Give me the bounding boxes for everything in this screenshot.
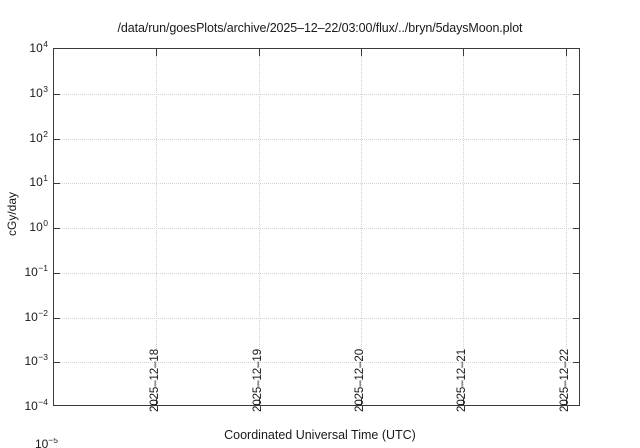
horizontal-gridline [54,317,579,319]
y-axis-tick-label: 10−2 [24,307,48,324]
y-axis-tick-mark [54,317,60,319]
horizontal-gridline [54,272,579,274]
y-axis-tick-label: 102 [29,128,48,145]
x-axis-tick-labels: 2025–12–18 2025–12–19 2025–12–20 2025–12–21… [53,48,580,412]
y-axis-tick-mark [573,362,579,364]
horizontal-gridline [54,362,579,364]
x-axis-tick-mark [463,49,464,56]
vertical-gridline [566,49,567,405]
y-axis-tick-mark [573,228,579,229]
y-axis-tick-mark [573,138,579,140]
y-axis-tick-mark [54,362,60,364]
x-axis-tick-mark [463,398,464,405]
x-axis-tick-mark [361,398,362,405]
y-axis-tick-label: 100 [29,218,48,234]
x-axis-title: Coordinated Universal Time (UTC) [224,428,416,442]
x-axis-tick-mark [566,49,567,56]
y-axis-tick-mark [573,183,579,185]
y-axis-tick-label: 103 [29,83,48,100]
grid-layer [54,49,579,405]
x-axis-tick-mark [361,49,362,56]
vertical-gridline [463,49,464,405]
y-axis-tick-labels: 104 103 102 101 100 10−1 10−2 10−3 10−4 [0,40,48,412]
x-axis-tick-label: 2025–12–18 [149,349,161,412]
y-axis-tick-mark [573,272,579,274]
x-axis-tick-mark [259,398,260,405]
x-axis-tick-label: 2025–12–19 [252,349,264,412]
y-axis-tick-label-clipped: 10−5 [34,438,58,448]
y-axis-tick-label: 10−1 [24,262,48,279]
y-axis-tick-mark [54,93,60,95]
x-axis-tick-label: 2025–12–22 [559,349,571,412]
y-axis-tick-label: 10−3 [24,352,48,369]
y-axis-tick-label: 10−4 [24,397,48,413]
y-axis-tick-mark [54,272,60,274]
vertical-gridline [361,49,362,405]
y-axis-tick-mark [573,93,579,95]
y-axis-title: cGy/day [5,192,19,237]
x-axis-tick-mark [259,49,260,56]
x-axis-tick-label: 2025–12–20 [354,349,366,412]
x-axis-tick-mark [566,398,567,405]
y-axis-tick-mark [54,228,60,229]
x-axis-tick-mark [156,398,157,405]
y-axis-tick-label: 104 [29,39,48,55]
y-axis-tick-mark [54,183,60,185]
x-axis-tick-mark [156,49,157,56]
y-axis-tick-label: 101 [29,173,48,190]
vertical-gridline [156,49,157,405]
chart-title: /data/run/goesPlots/archive/2025–12–22/0… [117,21,523,35]
horizontal-gridline [54,93,579,95]
horizontal-gridline [54,183,579,185]
y-axis-tick-mark [54,138,60,140]
y-axis-tick-mark [573,317,579,319]
plot-area [53,48,580,406]
vertical-gridline [259,49,260,405]
x-axis-tick-label: 2025–12–21 [456,349,468,412]
horizontal-gridline [54,138,579,140]
horizontal-gridline [54,228,579,229]
